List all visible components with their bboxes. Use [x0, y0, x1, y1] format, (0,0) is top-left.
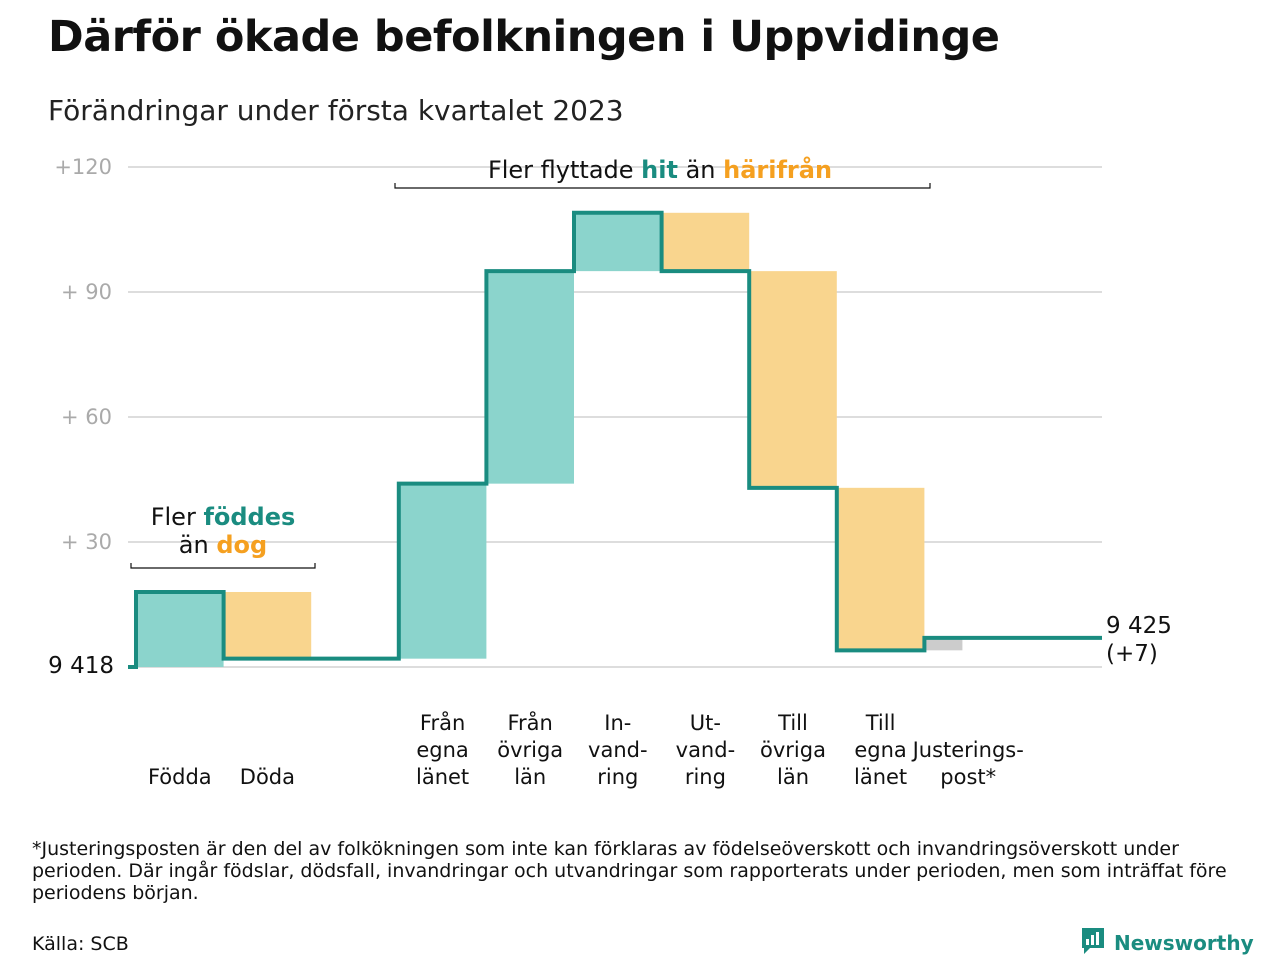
- category-label: övriga: [497, 738, 563, 762]
- annotation-part: föddes: [203, 503, 295, 531]
- y-tick-label: + 30: [61, 530, 112, 554]
- category-label: övriga: [760, 738, 826, 762]
- start-value-label: 9 418: [48, 653, 114, 679]
- category-label: Till: [865, 711, 896, 735]
- footnote: *Justeringsposten är den del av folkökni…: [32, 838, 1227, 904]
- y-tick-label: + 90: [61, 280, 112, 304]
- chart-subtitle: Förändringar under första kvartalet 2023: [48, 94, 624, 127]
- annotation-moved-bracket: [394, 183, 931, 189]
- waterfall-bar: [398, 483, 487, 659]
- waterfall-bar: [924, 637, 963, 651]
- newsworthy-logo[interactable]: Newsworthy: [1080, 926, 1254, 960]
- waterfall-bar: [749, 271, 837, 488]
- cumulative-step-line: [128, 210, 1102, 669]
- category-label: egna: [416, 738, 468, 762]
- category-label: vand-: [588, 738, 648, 762]
- category-label: In-: [604, 711, 631, 735]
- annotation-died-text: än dog: [179, 531, 267, 559]
- annotation-part: härifrån: [723, 155, 832, 184]
- newsworthy-logo-icon: [1080, 926, 1106, 960]
- source-credit: Källa: SCB: [32, 933, 129, 955]
- annotation-born-text: Fler föddes: [151, 503, 296, 531]
- chart-title: Därför ökade befolkningen i Uppvidinge: [48, 12, 1000, 62]
- category-label: Från: [508, 710, 553, 735]
- category-label: länet: [854, 765, 907, 789]
- y-tick-label: +120: [54, 155, 112, 179]
- waterfall-bar: [661, 212, 750, 272]
- annotation-part: än: [179, 531, 217, 559]
- annotation-born-bracket: [130, 563, 316, 569]
- end-change-label: (+7): [1106, 641, 1158, 667]
- category-label: Födda: [148, 765, 212, 789]
- category-label: Ut-: [690, 711, 721, 735]
- category-label: egna: [854, 738, 906, 762]
- category-label: post*: [940, 765, 996, 789]
- category-label: län: [777, 765, 809, 789]
- end-value-label: 9 425: [1106, 613, 1172, 639]
- category-label: län: [514, 765, 546, 789]
- waterfall-chart: +120 + 90 + 60 + 30 Födda Döda Från egna länet Fr…: [48, 155, 1172, 789]
- waterfall-bar: [136, 591, 224, 667]
- annotation-part: hit: [641, 156, 678, 184]
- category-label: ring: [685, 765, 726, 789]
- category-label: Från: [420, 710, 465, 735]
- y-tick-label: + 60: [61, 405, 112, 429]
- annotation-part: dog: [216, 531, 267, 559]
- annotation-moved-text: Fler flyttade hit än härifrån: [488, 155, 832, 184]
- annotation-part: Fler: [151, 503, 204, 531]
- category-label: Döda: [240, 765, 295, 789]
- waterfall-bar: [836, 487, 925, 651]
- waterfall-bar: [223, 591, 312, 659]
- newsworthy-logo-text: Newsworthy: [1114, 931, 1254, 955]
- category-label: länet: [416, 765, 469, 789]
- category-label: Justerings-: [911, 738, 1024, 762]
- annotation-part: Fler flyttade: [488, 156, 641, 184]
- waterfall-bar: [574, 212, 662, 272]
- annotation-part: än: [678, 156, 723, 184]
- category-label: ring: [597, 765, 638, 789]
- category-label: Till: [777, 711, 808, 735]
- category-label: vand-: [676, 738, 736, 762]
- waterfall-bar: [486, 271, 574, 484]
